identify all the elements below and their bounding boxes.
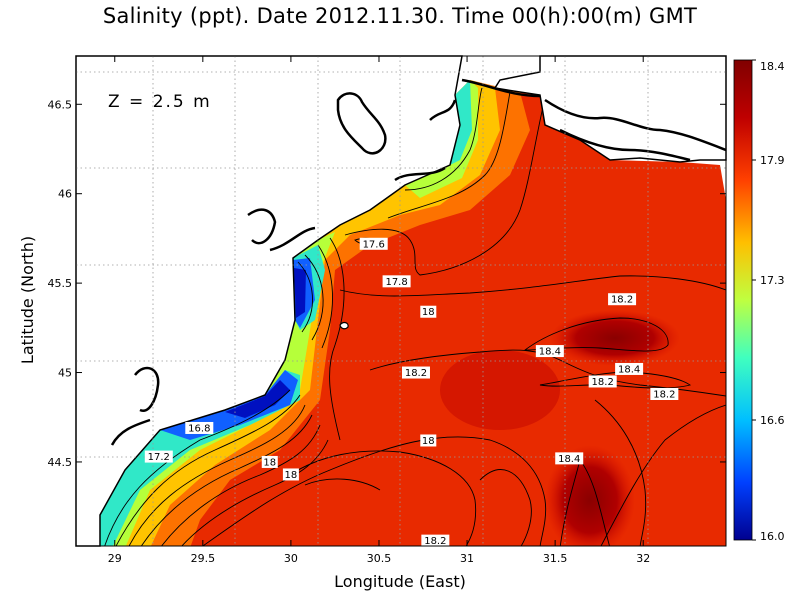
x-tick-label: 29: [108, 552, 122, 565]
contour-label-box: [650, 387, 679, 400]
contour-label: 18: [422, 436, 435, 447]
colorbar-tick-label: 17.9: [760, 154, 785, 167]
contour-label-box: [555, 452, 584, 465]
x-tick-label: 31.5: [543, 552, 568, 565]
depth-label: Z = 2.5 m: [108, 92, 212, 112]
dark-core-south: [545, 445, 635, 546]
x-tick-label: 31: [460, 552, 474, 565]
y-tick-label: 44.5: [48, 456, 73, 469]
contour-label-box: [282, 468, 299, 481]
x-tick-label: 30.5: [367, 552, 392, 565]
contour-label: 18: [263, 457, 276, 468]
colorbar-tick-label: 16.0: [760, 530, 785, 543]
contour-label: 17.2: [148, 452, 170, 463]
x-axis-label: Longitude (East): [334, 572, 466, 591]
contour-labels: 17.6 17.8 18 18.2 18.4 18.4 18.2 18.2 18.2 16.8 17…: [144, 237, 679, 547]
contour-label: 18: [285, 470, 298, 481]
plot-frame: [75, 55, 727, 547]
island-small: [339, 321, 349, 330]
y-tick-label: 45.5: [48, 277, 73, 290]
dark-core-mid: [440, 350, 560, 430]
x-tick-label: 30: [284, 552, 298, 565]
y-tick-label: 46: [58, 188, 72, 201]
contour-label: 16.8: [188, 423, 210, 434]
y-tick-label: 45: [58, 367, 72, 380]
contour-label-box: [144, 450, 173, 463]
contour-label: 18.4: [539, 347, 561, 358]
darkblue-patch: [225, 268, 306, 418]
contour-label: 18.4: [618, 364, 640, 375]
contour-label: 18.2: [611, 295, 633, 306]
contour-label-box: [421, 534, 450, 547]
contour-label-box: [420, 305, 437, 318]
x-axis-ticks: 29 29.5 30 30.5 31 31.5 32: [108, 56, 650, 565]
contour-label: 18.4: [558, 454, 580, 465]
coastline-land: [75, 55, 463, 547]
contour-label: 18.2: [592, 377, 614, 388]
contour-label: 17.8: [385, 277, 407, 288]
contour-label-box: [401, 366, 430, 379]
contour-label-box: [588, 375, 617, 388]
land-areas: [75, 55, 727, 547]
x-tick-label: 29.5: [191, 552, 216, 565]
contour-label: 18.2: [405, 368, 427, 379]
colorbar-ticks: 16.0 16.6 17.3 17.9 18.4: [752, 59, 785, 543]
contour-label-box: [535, 345, 564, 358]
contour-label: 18: [422, 307, 435, 318]
map-title: Salinity (ppt). Date 2012.11.30. Time 00…: [102, 4, 698, 28]
colorbar-tick-label: 18.4: [760, 60, 785, 73]
contour-label: 18.2: [424, 536, 446, 547]
colorbar-tick-label: 16.6: [760, 414, 785, 427]
y-axis-label: Latitude (North): [18, 236, 37, 364]
colorbar-tick-label: 17.3: [760, 274, 785, 287]
contour-label: 18.2: [653, 389, 675, 400]
contour-label-box: [615, 362, 644, 375]
contour-label-box: [261, 455, 278, 468]
contour-label: 17.6: [363, 239, 385, 250]
contour-label-box: [420, 434, 437, 447]
contour-label-box: [608, 293, 637, 306]
contour-label-box: [359, 237, 388, 250]
contour-label-box: [185, 421, 214, 434]
grid-lines: [76, 56, 726, 546]
x-tick-label: 32: [636, 552, 650, 565]
y-tick-label: 46.5: [48, 98, 73, 111]
contour-label-box: [382, 275, 411, 288]
y-axis-ticks: 44.5 45 45.5 46 46.5: [48, 98, 726, 469]
colorbar: [733, 59, 753, 541]
contour-lines: [104, 87, 726, 546]
